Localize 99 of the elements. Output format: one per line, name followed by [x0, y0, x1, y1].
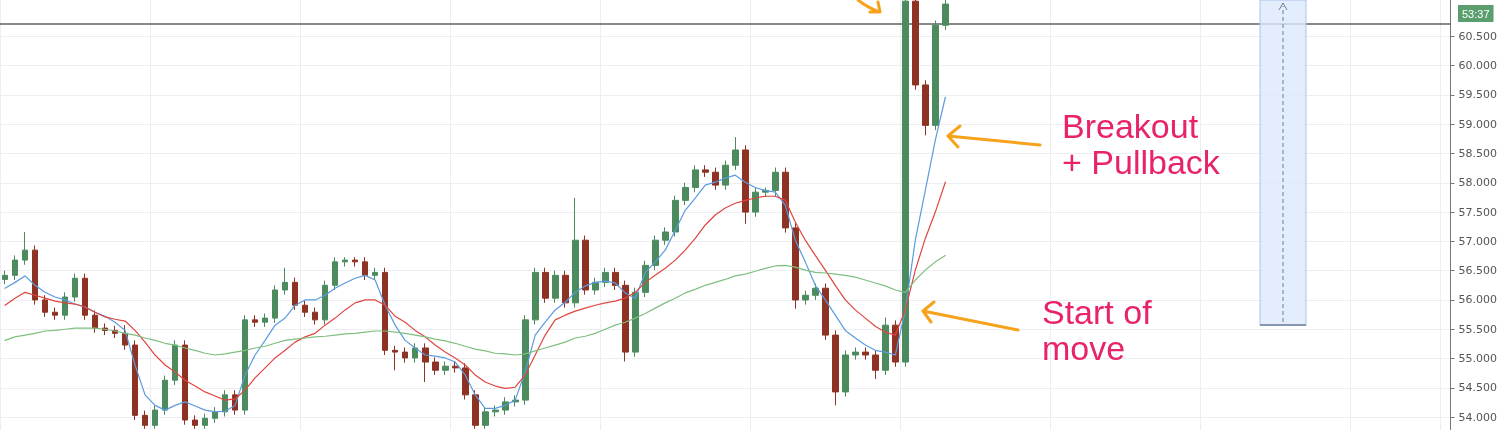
- y-tick-label: 56.000: [1458, 293, 1498, 307]
- candlestick: [312, 307, 318, 326]
- candlestick: [542, 267, 549, 304]
- candlestick: [202, 413, 208, 430]
- candlestick: [332, 256, 338, 291]
- line-series: [4, 254, 946, 356]
- candlestick: [392, 345, 398, 371]
- candlestick: [462, 362, 469, 401]
- candlestick: [842, 349, 849, 398]
- candlestick: [32, 244, 38, 306]
- candlestick: [282, 267, 288, 296]
- candlestick: [902, 0, 909, 368]
- text: 53:37: [1462, 7, 1490, 20]
- candlestick: [912, 0, 919, 91]
- y-tick-label: 59.500: [1458, 88, 1498, 102]
- candlestick: [402, 346, 408, 364]
- candlestick: [142, 410, 148, 430]
- candlestick: [72, 273, 78, 303]
- candlestick: [582, 235, 589, 296]
- candlestick: [562, 270, 569, 309]
- candlestick: [432, 356, 439, 376]
- candlestick: [772, 167, 779, 198]
- y-tick-label: 57.500: [1458, 205, 1498, 219]
- candlestick: [132, 339, 138, 421]
- candlestick: [732, 136, 739, 171]
- annotation: Start of move: [1042, 293, 1153, 367]
- candlestick: [552, 270, 559, 304]
- candlestick: [322, 280, 328, 326]
- candlestick: [162, 375, 168, 416]
- y-tick-label: 57.000: [1458, 234, 1498, 248]
- candlestick: [882, 317, 889, 376]
- candlestick: [922, 79, 929, 136]
- candlestick: [442, 360, 449, 376]
- candlestick: [92, 309, 98, 334]
- candlestick: [52, 307, 58, 321]
- candlestick: [832, 329, 839, 406]
- y-tick-label: 59.000: [1458, 117, 1498, 131]
- line-series: [4, 181, 946, 401]
- candlestick: [612, 267, 619, 291]
- candlestick: [382, 267, 388, 356]
- candlestick: [722, 160, 729, 191]
- annotation: Breakout + Pullback: [1062, 107, 1221, 181]
- candlestick: [242, 314, 248, 416]
- y-tick-label: 54.500: [1458, 381, 1498, 395]
- line-series: [4, 96, 946, 413]
- candlestick: [192, 414, 198, 430]
- candlestick: [452, 360, 459, 374]
- candlestick: [272, 284, 278, 324]
- y-tick-label: 54.000: [1458, 410, 1498, 424]
- candlestick: [672, 195, 679, 238]
- candlestick: [622, 280, 629, 362]
- candlestick: [852, 346, 859, 361]
- candlestick: [252, 314, 258, 328]
- candlestick: [212, 406, 218, 424]
- candlestick: [182, 339, 188, 426]
- candlestick: [932, 20, 939, 131]
- candlestick: [372, 267, 378, 281]
- candlestick: [942, 0, 949, 31]
- candlestick: [22, 231, 28, 266]
- candlestick: [792, 222, 799, 310]
- candlestick: [712, 167, 719, 191]
- candlestick: [692, 164, 699, 193]
- candlestick: [682, 182, 689, 206]
- candlestick: [12, 254, 18, 281]
- candlestick: [472, 389, 479, 430]
- candlestick: [292, 277, 298, 311]
- candlestick: [342, 256, 348, 268]
- y-tick-label: 55.500: [1458, 322, 1498, 336]
- y-tick-label: 55.000: [1458, 352, 1498, 366]
- y-tick-label: 58.500: [1458, 146, 1498, 160]
- candlestick: [482, 406, 489, 430]
- candlestick: [862, 346, 869, 361]
- candlestick: [172, 339, 178, 386]
- candlestick: [822, 283, 829, 341]
- candlestick: [662, 226, 669, 246]
- candlestick: [602, 267, 609, 288]
- candlestick: [652, 235, 659, 271]
- candlestick: [82, 273, 88, 321]
- candlestick: [532, 267, 539, 326]
- candlestick: [572, 197, 579, 309]
- candlestick: [362, 256, 368, 281]
- candlestick: [872, 349, 879, 380]
- candlestick: [492, 404, 499, 418]
- y-tick-label: 60.500: [1458, 29, 1498, 43]
- candlestick: [152, 404, 158, 430]
- candlestick: [802, 290, 809, 306]
- candlestick: [352, 256, 358, 268]
- y-tick-label: 58.000: [1458, 176, 1498, 190]
- candlestick: [2, 270, 8, 285]
- candlestick: [262, 312, 268, 328]
- candlestick: [42, 294, 48, 318]
- candlestick: [702, 164, 709, 178]
- y-tick-label: 60.000: [1458, 59, 1498, 73]
- y-tick-label: 56.500: [1458, 264, 1498, 278]
- candlestick: [632, 287, 639, 358]
- candlestick: [412, 342, 418, 364]
- candlestick: [302, 300, 308, 318]
- candlestick: [742, 144, 749, 225]
- candlestick: [752, 186, 759, 218]
